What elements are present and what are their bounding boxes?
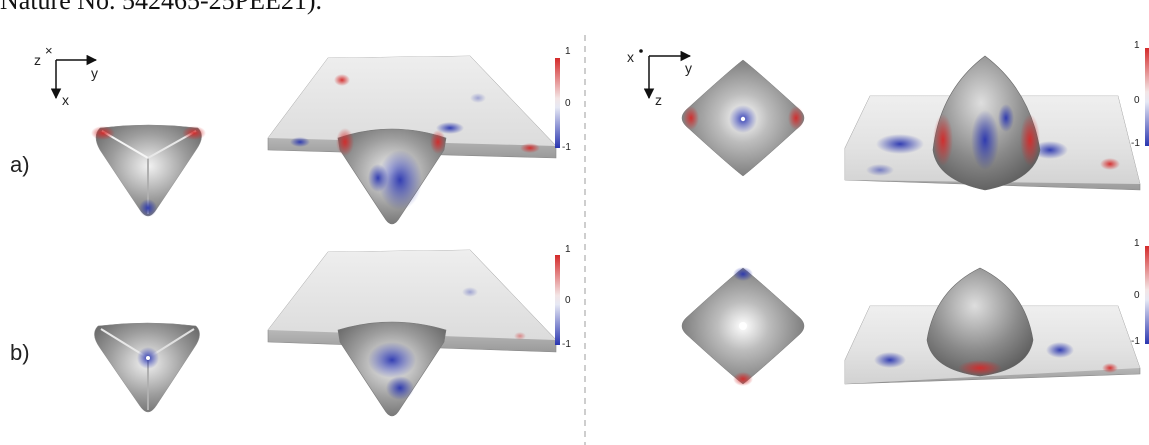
colorbar-left-b-min: -1: [562, 339, 571, 350]
octahedron-top-view-1: [681, 59, 805, 177]
octahedron-top-view-2: [681, 267, 805, 386]
colorbar-left-b: 1 0 -1: [555, 244, 571, 350]
colorbar-right-2-min: -1: [1131, 336, 1140, 347]
slab-dome-2: [844, 267, 1141, 385]
colorbar-left-a: 1 0 -1: [555, 46, 571, 153]
slab-perspective-b: [267, 249, 557, 417]
colorbar-left-a-max: 1: [565, 46, 571, 57]
axis-label-z-right: z: [655, 92, 662, 108]
colorbar-left-b-max: 1: [565, 244, 571, 255]
colorbar-right-2-mid: 0: [1134, 290, 1140, 301]
axis-label-y: y: [91, 65, 98, 81]
axis-label-x: x: [62, 92, 69, 108]
tetrahedron-top-view-a: [91, 124, 206, 217]
row-label-b: b): [10, 340, 30, 365]
left-axes-indicator: z × y x: [34, 43, 98, 108]
caption-fragment: Nature No. 542465-25PEE21).: [0, 0, 323, 15]
right-axes-indicator: x y z: [627, 49, 692, 108]
colorbar-right-1-max: 1: [1134, 40, 1140, 51]
axis-label-y-right: y: [685, 60, 692, 76]
slab-dome-1: [844, 55, 1141, 191]
colorbar-right-1-mid: 0: [1134, 95, 1140, 106]
colorbar-right-2-max: 1: [1134, 238, 1140, 249]
colorbar-right-1-min: -1: [1131, 138, 1140, 149]
axis-label-z: z: [34, 52, 41, 68]
axis-out-of-plane-cross-icon: ×: [45, 43, 53, 58]
axis-label-x-right: x: [627, 49, 634, 65]
row-label-a: a): [10, 152, 30, 177]
slab-perspective-a: [267, 55, 557, 225]
tetrahedron-top-view-b: [94, 322, 200, 413]
colorbar-left-b-mid: 0: [565, 295, 571, 306]
colorbar-left-a-min: -1: [562, 142, 571, 153]
colorbar-right-1: 1 0 -1: [1131, 40, 1149, 149]
colorbar-left-a-mid: 0: [565, 98, 571, 109]
axis-out-of-plane-dot-icon: [639, 49, 643, 53]
colorbar-right-2: 1 0 -1: [1131, 238, 1149, 347]
